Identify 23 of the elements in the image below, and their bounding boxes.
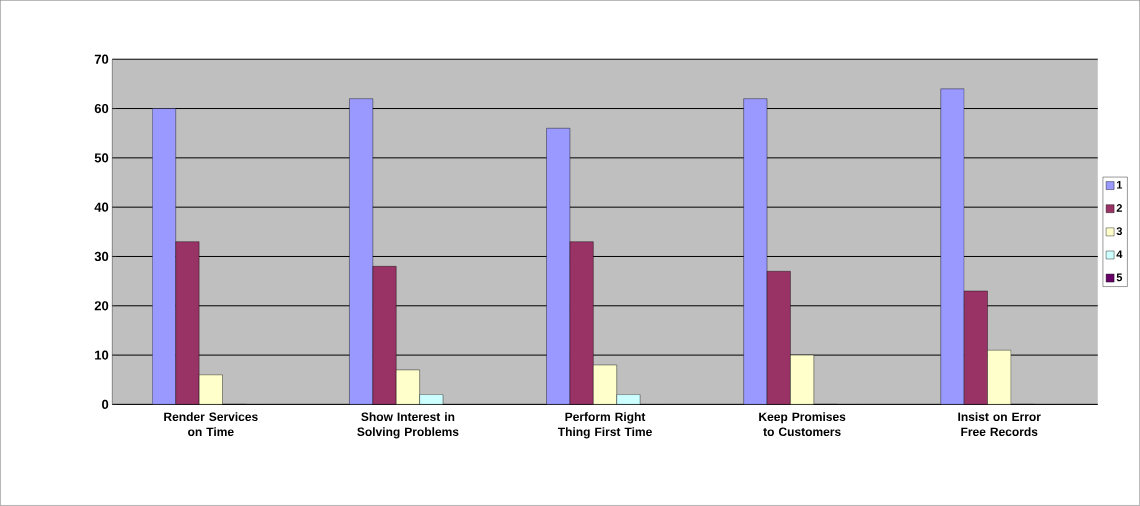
bar [396, 370, 420, 405]
bar [790, 355, 814, 405]
x-tick-label: Insist on Error Free Records [958, 412, 1041, 437]
y-tick-label: 30 [94, 252, 109, 262]
legend-label: 1 [1116, 181, 1123, 189]
y-tick-label: 50 [94, 153, 109, 163]
x-tick-label: Keep Promises to Customers [759, 412, 846, 437]
legend-label: 5 [1116, 273, 1123, 282]
y-tick-label: 70 [94, 54, 109, 64]
legend-label: 4 [1116, 250, 1123, 259]
legend-label: 3 [1116, 227, 1123, 236]
bar [199, 374, 223, 405]
y-tick-label: 40 [94, 202, 109, 212]
y-tick-label: 0 [102, 399, 109, 410]
legend-label: 2 [1116, 204, 1122, 212]
bar [987, 350, 1012, 405]
x-tick-label: Render Services on Time [164, 412, 258, 437]
x-tick-label: Perform Right Thing First Time [557, 412, 652, 439]
x-tick-label: Show Interest in Solving Problems [357, 412, 459, 439]
y-tick-label: 10 [95, 350, 109, 360]
y-tick-label: 20 [94, 301, 109, 311]
y-tick-label: 60 [94, 104, 109, 114]
bar [593, 365, 617, 405]
